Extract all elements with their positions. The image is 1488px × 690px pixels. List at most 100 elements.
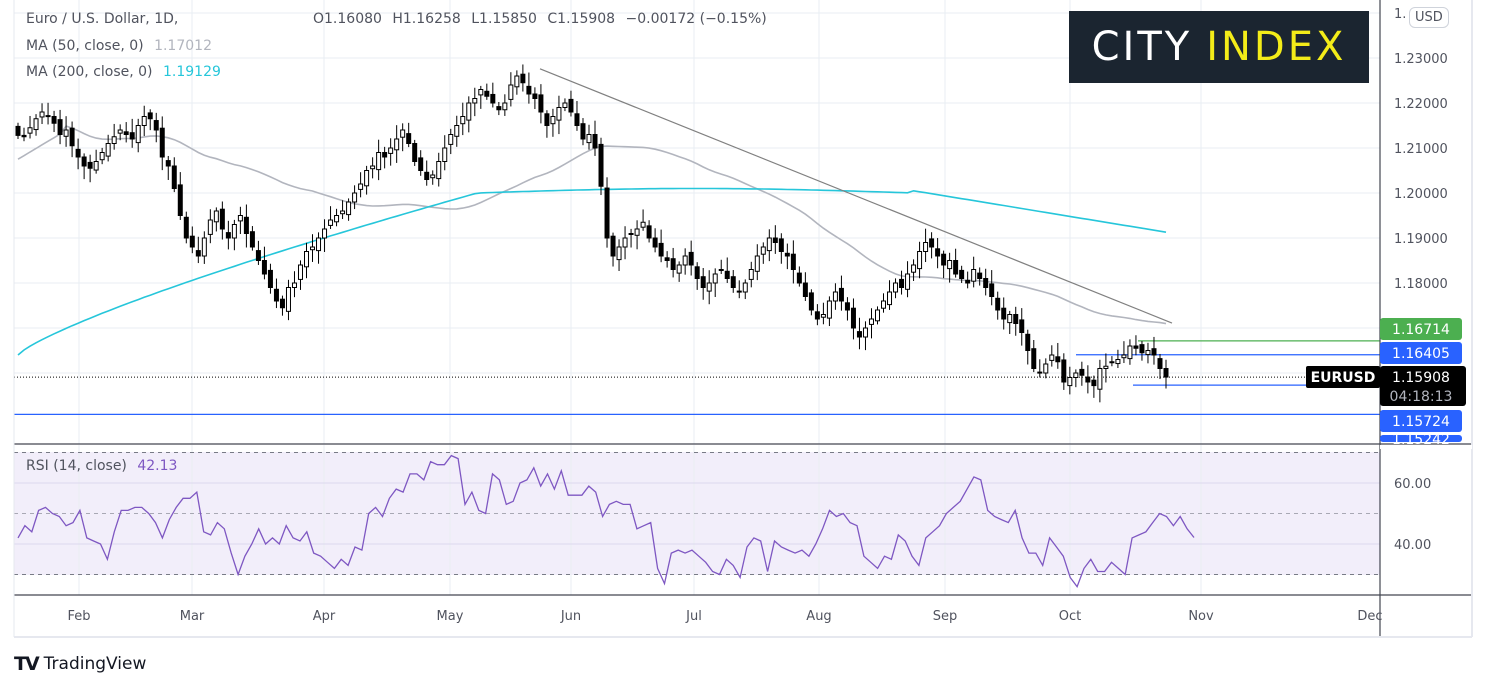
candle-bullish [472, 98, 478, 104]
candle-bearish [724, 270, 730, 279]
candle-bullish [1109, 361, 1115, 364]
candle-bearish [1025, 333, 1031, 351]
candle-bearish [856, 331, 862, 338]
symbol-legend[interactable]: Euro / U.S. Dollar, 1D, [26, 11, 184, 27]
candle-bearish [406, 133, 412, 145]
candle-bullish [562, 102, 568, 108]
candle-bullish [862, 327, 868, 338]
bar-countdown: 04:18:13 [1390, 389, 1453, 405]
tradingview-text: TradingView [43, 654, 147, 674]
candle-bullish [117, 129, 123, 134]
candle-bullish [887, 291, 893, 306]
time-tick-label: Feb [67, 609, 90, 624]
candlesticks [15, 64, 1169, 403]
currency-badge[interactable]: USD [1409, 7, 1449, 28]
candle-bearish [574, 113, 580, 127]
symbol-title: Euro / U.S. Dollar, 1D, [26, 11, 179, 27]
candle-bearish [177, 184, 183, 216]
last-price-value: 1.15908 [1392, 370, 1450, 386]
time-tick-label: Apr [313, 609, 336, 624]
candle-bearish [808, 292, 814, 311]
candle-bullish [388, 147, 394, 154]
candle-bullish [1049, 354, 1055, 361]
candle-bullish [105, 143, 111, 157]
candle-bullish [322, 228, 328, 239]
candle-bullish [394, 138, 400, 151]
candle-bearish [51, 116, 57, 124]
candle-bullish [213, 210, 219, 223]
candle-bullish [923, 242, 929, 252]
candle-bullish [430, 174, 436, 179]
candle-bearish [850, 307, 856, 329]
candle-bullish [39, 111, 45, 118]
tradingview-logo[interactable]: TV TradingView [14, 653, 146, 675]
candle-bullish [947, 260, 953, 270]
candle-bullish [1073, 372, 1079, 378]
axis-labels[interactable]: 1.23000 1.22000 1.21000 1.20000 1.19000 1.180… [67, 7, 1447, 624]
candle-bearish [790, 253, 796, 270]
ohlc-low: L1.15850 [471, 11, 537, 27]
candle-bullish [310, 246, 316, 251]
candle-bearish [802, 282, 808, 297]
price-tick-label: 1.23000 [1394, 52, 1448, 67]
ma50-legend[interactable]: MA (50, close, 0) 1.17012 [26, 38, 218, 54]
candle-bearish [69, 127, 75, 147]
candle-bearish [544, 113, 550, 127]
candle-bearish [610, 235, 616, 257]
candle-bullish [400, 129, 406, 138]
candle-bearish [412, 143, 418, 162]
trendline[interactable] [539, 68, 1173, 324]
candle-bearish [57, 119, 63, 136]
price-tag-bg [1380, 318, 1462, 340]
candle-bullish [436, 161, 442, 180]
candle-bullish [586, 134, 592, 144]
candle-bearish [189, 235, 195, 248]
rsi-legend[interactable]: RSI (14, close) 42.13 [26, 458, 183, 474]
candle-bullish [556, 107, 562, 121]
city-index-logo: CITY INDEX [1069, 11, 1369, 83]
candle-bullish [304, 251, 310, 268]
candle-bearish [646, 225, 652, 239]
price-tag-label: 1.16714 [1392, 322, 1450, 338]
candle-bullish [911, 264, 917, 273]
candle-bearish [965, 279, 971, 284]
candle-bearish [670, 258, 676, 271]
candle-bearish [261, 260, 267, 275]
candle-bearish [844, 302, 850, 311]
price-tags: 1.16714 1.16405 1.15724 EURUSD 1.15908 04:18:… [1306, 318, 1472, 449]
candle-bullish [893, 282, 899, 293]
candle-bullish [376, 152, 382, 171]
candle-bullish [1103, 365, 1109, 369]
ohlc-legend: O1.16080 H1.16258 L1.15850 C1.15908 −0.0… [313, 11, 773, 27]
ohlc-open: O1.16080 [313, 11, 382, 27]
candle-bullish [448, 134, 454, 145]
candle-bullish [514, 75, 520, 88]
candle-bearish [1055, 356, 1061, 363]
candle-bullish [760, 246, 766, 255]
candle-bearish [255, 250, 261, 262]
candle-bullish [1145, 350, 1151, 356]
price-tag-bg [1380, 342, 1462, 364]
candle-bearish [484, 90, 490, 97]
last-price-bg [1380, 366, 1466, 406]
candle-bearish [784, 252, 790, 257]
candle-bullish [478, 89, 484, 96]
ma200-legend[interactable]: MA (200, close, 0) 1.19129 [26, 64, 227, 80]
candle-bullish [917, 251, 923, 270]
candle-bearish [658, 242, 664, 257]
candle-bullish [881, 300, 887, 309]
candle-bearish [580, 123, 586, 140]
candle-bullish [748, 269, 754, 280]
candle-bullish [1127, 345, 1133, 360]
candle-bearish [736, 290, 742, 293]
candle-bullish [352, 192, 358, 203]
ohlc-close: C1.15908 [547, 11, 616, 27]
candle-bullish [316, 237, 322, 252]
candle-bearish [424, 171, 430, 181]
candle-bullish [905, 273, 911, 290]
rsi-label: RSI (14, close) [26, 458, 127, 474]
candle-bearish [700, 276, 706, 289]
candle-bullish [93, 161, 99, 171]
candle-bullish [874, 309, 880, 322]
